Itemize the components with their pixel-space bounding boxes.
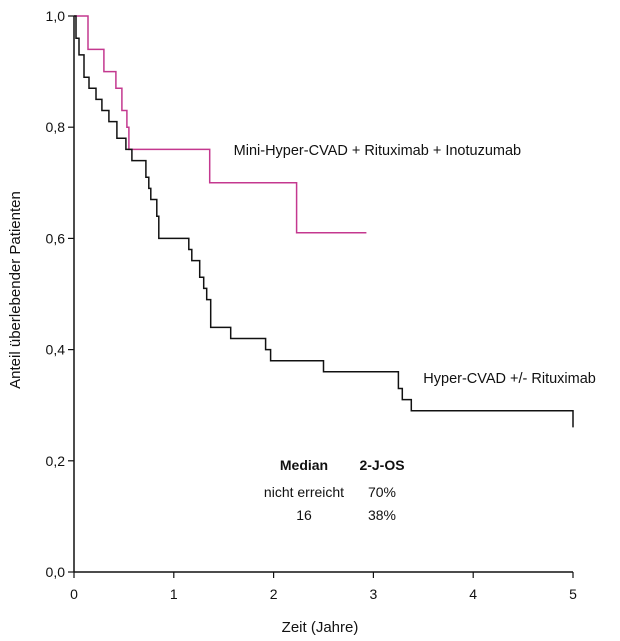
series-lines [74,15,574,428]
y-tick-label: 0,6 [46,230,66,246]
table-row-1-median: nicht erreicht [264,484,344,500]
y-axis-title: Anteil überlebender Patienten [7,191,24,389]
x-tick-label: 2 [270,586,278,602]
y-tick-label: 0,0 [46,564,66,580]
y-tick-label: 0,8 [46,119,66,135]
series-line-hyper-cvad [74,15,574,428]
table-row-2-os: 38% [368,507,396,523]
x-tick-label: 0 [70,586,78,602]
y-tick-label: 0,4 [46,342,66,358]
y-tick-label: 0,2 [46,453,66,469]
series-labels: Mini-Hyper-CVAD + Rituximab + Inotuzumab… [234,143,596,387]
x-tick-label: 5 [569,586,577,602]
table-row-1-os: 70% [368,484,396,500]
series-line-mini-hyper-cvad [74,15,367,234]
y-tick-label: 1,0 [46,8,66,24]
x-tick-label: 1 [170,586,178,602]
ticks: 0 1 2 3 4 5 0,0 0,2 0,4 0,6 0,8 1,0 [46,8,578,602]
table-header-2j-os: 2-J-OS [359,457,404,473]
x-tick-label: 3 [370,586,378,602]
series-label: Hyper-CVAD +/- Rituximab [423,371,596,387]
series-label: Mini-Hyper-CVAD + Rituximab + Inotuzumab [234,143,521,159]
x-tick-label: 4 [469,586,477,602]
table-row-2-median: 16 [296,507,312,523]
axes [73,16,573,573]
table-header-median: Median [280,457,328,473]
stats-table: Median 2-J-OS nicht erreicht 70% 16 38% [264,457,405,523]
x-axis-title: Zeit (Jahre) [282,619,359,636]
